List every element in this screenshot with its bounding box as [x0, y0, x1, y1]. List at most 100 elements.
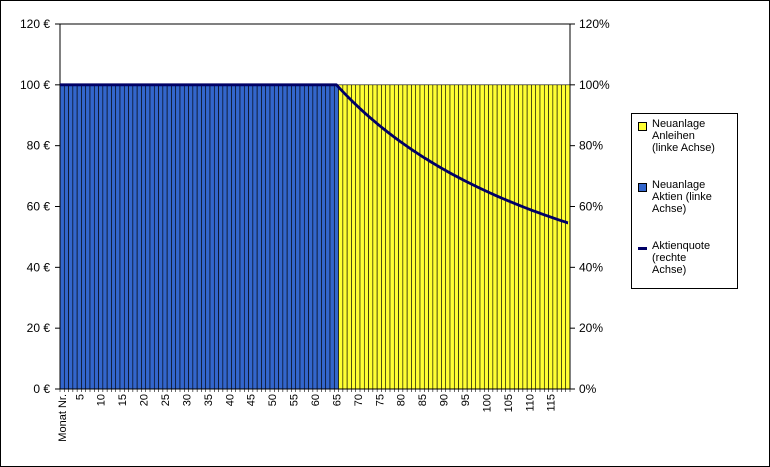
bar-anleihen-month-105: [505, 84, 511, 390]
legend-label-anleihen: Neuanlage Anleihen (linke Achse): [652, 118, 715, 154]
x-axis-label: 85: [417, 394, 429, 406]
bar-aktien-month-10: [98, 84, 104, 390]
bar-aktien-month-61: [316, 84, 322, 390]
bar-anleihen-month-91: [445, 84, 451, 390]
bar-anleihen-month-75: [376, 84, 382, 390]
bar-anleihen-month-83: [411, 84, 417, 390]
bar-aktien-month-24: [158, 84, 164, 390]
bar-anleihen-month-100: [483, 84, 489, 390]
bar-anleihen-month-81: [402, 84, 408, 390]
bar-aktien-month-56: [295, 84, 301, 390]
x-axis-label: 100: [481, 394, 493, 412]
bar-anleihen-month-89: [436, 84, 442, 390]
bar-aktien-month-5: [76, 84, 82, 390]
bar-anleihen-month-118: [561, 84, 567, 390]
legend-swatch-aktien: [638, 183, 647, 192]
bar-aktien-month-11: [102, 84, 108, 390]
right-axis-label: 0%: [579, 382, 597, 396]
bar-anleihen-month-86: [423, 84, 429, 390]
bar-anleihen-month-82: [406, 84, 412, 390]
bar-aktien-month-42: [235, 84, 241, 390]
bar-aktien-month-7: [85, 84, 91, 390]
bar-anleihen-month-85: [419, 84, 425, 390]
bar-anleihen-month-101: [488, 84, 494, 390]
bar-aktien-month-50: [269, 84, 275, 390]
left-axis-label: 0 €: [33, 382, 50, 396]
bars-group: [59, 84, 571, 390]
legend-item-aktien: Neuanlage Aktien (linke Achse): [638, 179, 738, 223]
bar-aktien-month-31: [188, 84, 194, 390]
bar-aktien-month-64: [329, 84, 335, 390]
bar-aktien-month-37: [213, 84, 219, 390]
right-axis-label: 20%: [579, 321, 603, 335]
left-axis-label: 120 €: [20, 17, 50, 31]
bar-anleihen-month-68: [346, 84, 352, 390]
bar-anleihen-month-111: [531, 84, 537, 390]
bar-aktien-month-65: [333, 84, 339, 390]
bar-anleihen-month-104: [501, 84, 507, 390]
bar-anleihen-month-113: [539, 84, 545, 390]
bar-aktien-month-23: [153, 84, 159, 390]
bar-anleihen-month-94: [458, 84, 464, 390]
x-axis-label: 65: [331, 394, 343, 406]
bar-aktien-month-9: [93, 84, 99, 390]
bar-aktien-month-22: [149, 84, 155, 390]
bar-anleihen-month-66: [338, 84, 344, 390]
bar-anleihen-month-71: [359, 84, 365, 390]
bar-anleihen-month-102: [492, 84, 498, 390]
left-axis-label: 100 €: [20, 78, 50, 92]
bar-aktien-month-59: [308, 84, 314, 390]
bar-anleihen-month-87: [428, 84, 434, 390]
bar-anleihen-month-106: [509, 84, 515, 390]
bar-anleihen-month-74: [372, 84, 378, 390]
bar-aktien-month-14: [115, 84, 121, 390]
bar-aktien-month-58: [303, 84, 309, 390]
bar-aktien-month-49: [265, 84, 271, 390]
bar-aktien-month-30: [183, 84, 189, 390]
bar-aktien-month-48: [261, 84, 267, 390]
bar-aktien-month-38: [218, 84, 224, 390]
bar-anleihen-month-110: [526, 84, 532, 390]
x-axis-label: 60: [310, 394, 322, 406]
bar-aktien-month-1: [59, 84, 65, 390]
bar-aktien-month-32: [192, 84, 198, 390]
bar-anleihen-month-95: [462, 84, 468, 390]
x-axis-label: 110: [524, 394, 536, 412]
bar-aktien-month-47: [256, 84, 262, 390]
bar-aktien-month-27: [171, 84, 177, 390]
bar-anleihen-month-78: [389, 84, 395, 390]
bar-aktien-month-53: [282, 84, 288, 390]
bar-aktien-month-39: [222, 84, 228, 390]
bar-anleihen-month-116: [552, 84, 558, 390]
bar-aktien-month-13: [111, 84, 117, 390]
bar-aktien-month-18: [132, 84, 138, 390]
x-axis-label: 50: [267, 394, 279, 406]
x-axis-label: 5: [74, 394, 86, 400]
right-axis-label: 100%: [579, 78, 610, 92]
axes-group: [55, 23, 575, 392]
bar-anleihen-month-115: [548, 84, 554, 390]
aktienquote-line: [60, 83, 570, 225]
x-axis-label: 10: [96, 394, 108, 406]
bar-aktien-month-15: [119, 84, 125, 390]
legend: Neuanlage Anleihen (linke Achse) Neuanla…: [631, 113, 738, 289]
bar-aktien-month-57: [299, 84, 305, 390]
bar-anleihen-month-117: [556, 84, 562, 390]
bar-aktien-month-40: [226, 84, 232, 390]
legend-line-aktienquote: [638, 247, 647, 250]
legend-label-aktien: Neuanlage Aktien (linke Achse): [652, 179, 712, 215]
x-axis-label: 35: [203, 394, 215, 406]
x-axis-label: 20: [139, 394, 151, 406]
bar-anleihen-month-73: [368, 84, 374, 390]
bar-aktien-month-12: [106, 84, 112, 390]
bar-aktien-month-3: [68, 84, 74, 390]
x-axis-label: 105: [503, 394, 515, 412]
bar-aktien-month-33: [196, 84, 202, 390]
bar-aktien-month-21: [145, 84, 151, 390]
bar-aktien-month-62: [321, 84, 327, 390]
bar-anleihen-month-67: [342, 84, 348, 390]
right-axis-label: 60%: [579, 200, 603, 214]
legend-item-aktienquote: Aktienquote (rechte Achse): [638, 240, 738, 284]
bar-anleihen-month-84: [415, 84, 421, 390]
